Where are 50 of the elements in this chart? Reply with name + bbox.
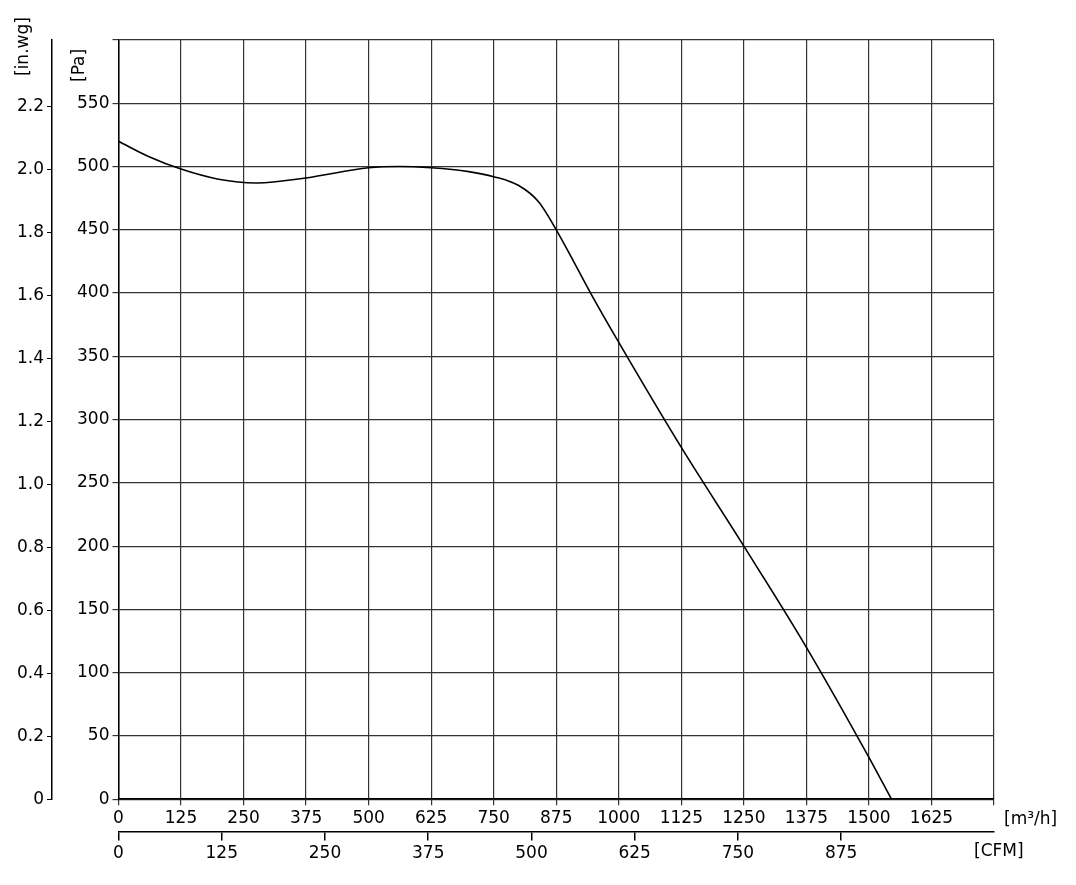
y2-tick-label: 2.0 [16, 157, 45, 178]
y2-tick-label: 1.0 [16, 472, 45, 493]
y-tick-label: 200 [77, 534, 110, 555]
x-tick-label: 500 [352, 806, 385, 827]
x-tick-label: 750 [477, 806, 510, 827]
y2-tick-label: 0.2 [16, 724, 45, 745]
y2-tick-label: 0.4 [16, 661, 45, 682]
x2-tick-label: 375 [411, 842, 445, 863]
x-tick-label: 0 [113, 806, 124, 827]
x-tick-label: 250 [227, 806, 260, 827]
x-tick-label: 875 [540, 806, 573, 827]
y-tick-label: 500 [77, 154, 110, 175]
y-tick-label: 550 [77, 91, 110, 112]
y2-tick-label: 2.2 [16, 94, 45, 115]
y2-tick-label: 1.8 [16, 220, 45, 241]
y2-tick-label: 1.4 [16, 346, 45, 367]
y2-axis-title: [in.wg] [12, 17, 33, 76]
y2-tick-label: 0.8 [16, 535, 45, 556]
x-tick-label: 375 [289, 806, 323, 827]
y-tick-label: 350 [77, 344, 110, 365]
x2-tick-label: 125 [205, 842, 238, 863]
y2-tick-label: 0 [33, 787, 45, 808]
y-tick-label: 50 [87, 724, 110, 745]
x2-tick-label: 875 [824, 842, 858, 863]
y-tick-label: 400 [77, 281, 110, 302]
x-tick-label: 1375 [784, 806, 829, 827]
x-tick-label: 1125 [659, 806, 703, 827]
x2-tick-label: 500 [515, 842, 548, 863]
y-tick-label: 250 [77, 471, 110, 492]
y-tick-label: 100 [77, 661, 110, 682]
y-tick-label: 0 [98, 787, 110, 808]
x-tick-label: 1250 [722, 806, 766, 827]
x-tick-label: 1500 [847, 806, 891, 827]
x2-tick-label: 250 [308, 842, 342, 863]
x2-axis-title: [CFM] [974, 840, 1024, 861]
y2-tick-label: 1.2 [16, 409, 45, 430]
x2-tick-label: 0 [113, 842, 124, 863]
y2-tick-label: 1.6 [16, 283, 45, 304]
y-tick-label: 300 [77, 408, 110, 429]
y-axis-title: [Pa] [68, 48, 89, 82]
x-axis-title: [m³/h] [1004, 807, 1058, 828]
x-tick-label: 1625 [909, 806, 954, 827]
x2-tick-label: 625 [618, 842, 651, 863]
y-tick-label: 150 [77, 597, 110, 618]
x-tick-label: 125 [164, 806, 198, 827]
x-tick-label: 625 [414, 806, 448, 827]
x-tick-label: 1000 [597, 806, 641, 827]
y-tick-label: 450 [77, 218, 110, 239]
x2-tick-label: 750 [721, 842, 755, 863]
y2-tick-label: 0.6 [16, 598, 45, 619]
